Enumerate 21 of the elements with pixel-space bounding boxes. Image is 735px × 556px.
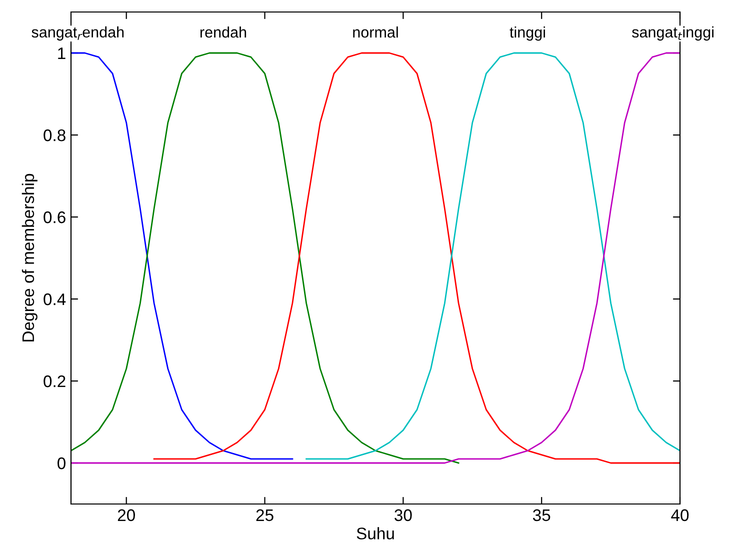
line-series <box>71 52 460 464</box>
series-label: rendah <box>200 26 246 38</box>
x-tick-label: 20 <box>118 509 135 522</box>
x-tick-label: 30 <box>394 509 412 522</box>
y-tick-label: 0.4 <box>44 293 66 306</box>
series-label: normal <box>353 26 398 38</box>
x-tick-label: 25 <box>256 509 274 522</box>
line-series <box>306 52 680 460</box>
y-tick-label: 0.2 <box>44 375 66 388</box>
y-tick-label: 0.8 <box>44 129 66 142</box>
series-label: sangat$_{t}$inggi <box>632 26 714 41</box>
series-label: tinggi <box>510 26 545 41</box>
y-tick-label: 0.6 <box>44 211 66 224</box>
y-tick-label: 0 <box>58 457 66 470</box>
y-axis-title: Degree of membership <box>22 174 38 342</box>
y-tick-label: 1 <box>58 48 66 60</box>
series-label: sangat$_{r}$endah <box>32 26 124 41</box>
line-series <box>71 52 294 460</box>
x-tick-label: 35 <box>532 509 550 522</box>
x-tick-label: 40 <box>671 509 689 522</box>
x-axis-title: Suhu <box>356 527 394 540</box>
